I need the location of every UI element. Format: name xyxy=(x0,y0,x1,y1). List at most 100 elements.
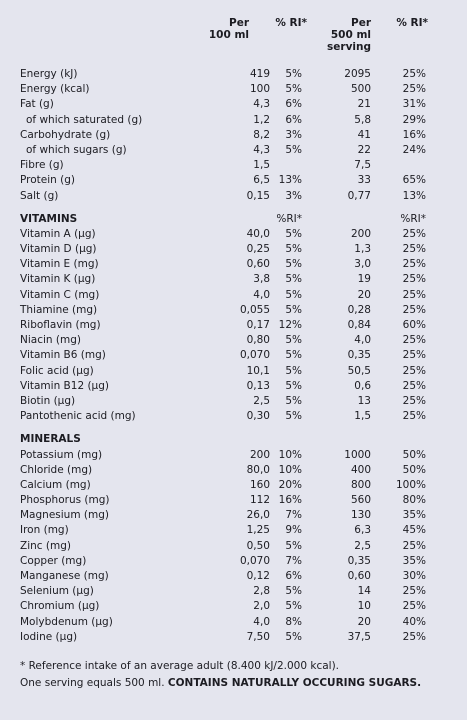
footnote-reference-intake: * Reference intake of an average adult (… xyxy=(20,660,340,672)
per-serving-value: 0,84 xyxy=(347,319,371,331)
nutrient-name: Vitamin K (µg) xyxy=(20,273,96,286)
ri-serving-value: 25% xyxy=(402,258,426,271)
nutrient-name: Vitamin A (µg) xyxy=(20,227,96,240)
ri-100ml-value: 9% xyxy=(285,524,302,537)
per-100ml-value: 1,2 xyxy=(253,113,270,126)
per-100ml-value: 2,8 xyxy=(253,585,270,598)
per-serving-value: 500 xyxy=(350,83,371,96)
nutrient-name: Magnesium (mg) xyxy=(20,509,109,522)
per-100ml-value: 0,15 xyxy=(246,189,270,202)
table-row: Iron (mg) 1,25 9% 6,3 45% xyxy=(20,523,440,538)
table-row: Vitamin B12 (µg) 0,13 5% 0,6 25% xyxy=(20,379,440,394)
ri-serving-value: 13% xyxy=(402,189,426,202)
ri-100ml-value: 5% xyxy=(285,585,302,598)
per-100ml-value: 26,0 xyxy=(246,509,270,522)
header-ri-2: % RI* xyxy=(396,17,428,29)
ri-100ml-value: 3% xyxy=(285,189,302,202)
table-row: Iodine (µg) 7,50 5% 37,5 25% xyxy=(20,630,440,645)
per-100ml-value: 0,25 xyxy=(246,243,270,256)
per-100ml-value: 10,1 xyxy=(246,364,270,377)
nutrient-name: Carbohydrate (g) xyxy=(20,128,111,141)
ri-label: %RI* xyxy=(400,212,426,225)
nutrient-name: Molybdenum (µg) xyxy=(20,615,113,628)
ri-serving-value: 25% xyxy=(402,303,426,316)
nutrient-name: Salt (g) xyxy=(20,189,59,202)
header-100ml-label: 100 ml xyxy=(208,29,249,41)
table-row: Vitamin K (µg) 3,8 5% 19 25% xyxy=(20,272,440,287)
per-100ml-value: 0,30 xyxy=(246,410,270,423)
ri-serving-value: 30% xyxy=(402,570,426,582)
ri-100ml-value: 5% xyxy=(285,394,302,407)
table-row: Vitamin C (mg) 4,0 5% 20 25% xyxy=(20,288,440,303)
table-row: Vitamin A (µg) 40,0 5% 200 25% xyxy=(20,227,440,242)
ri-serving-value: 16% xyxy=(402,128,426,141)
ri-100ml-value: 10% xyxy=(278,448,302,461)
table-row: Salt (g) 0,15 3% 0,77 13% xyxy=(20,189,440,204)
ri-serving-value: 25% xyxy=(402,288,426,301)
ri-100ml-value: 5% xyxy=(285,258,302,271)
nutrient-name: of which saturated (g) xyxy=(26,113,143,126)
per-serving-value: 14 xyxy=(357,585,371,598)
table-row: Energy (kJ) 419 5% 2095 25% xyxy=(20,67,440,82)
ri-100ml-value: 3% xyxy=(285,128,302,141)
per-serving-value: 22 xyxy=(357,143,371,156)
serving-text: One serving equals 500 ml. xyxy=(20,677,168,689)
per-serving-value: 33 xyxy=(357,174,371,187)
ri-serving-value: 25% xyxy=(402,585,426,598)
ri-100ml-value: 6% xyxy=(285,98,302,111)
per-100ml-value: 4,0 xyxy=(253,288,270,301)
per-serving-value: 1000 xyxy=(344,448,371,461)
nutrient-name: Energy (kJ) xyxy=(20,68,78,80)
ri-100ml-value: 5% xyxy=(285,68,302,80)
nutrient-name: Pantothenic acid (mg) xyxy=(20,410,136,423)
nutrient-name: Vitamin D (µg) xyxy=(20,243,97,256)
ri-100ml-value: 10% xyxy=(278,463,302,476)
table-row: Niacin (mg) 0,80 5% 4,0 25% xyxy=(20,333,440,348)
table-row: of which sugars (g) 4,3 5% 22 24% xyxy=(20,143,440,158)
table-row: Phosphorus (mg) 112 16% 560 80% xyxy=(20,493,440,508)
table-row: Fibre (g) 1,5 7,5 xyxy=(20,158,440,173)
ri-100ml-value: 6% xyxy=(285,570,302,582)
header-per-label: Per xyxy=(351,17,371,29)
nutrient-name: Riboflavin (mg) xyxy=(20,319,101,331)
table-row: Chloride (mg) 80,0 10% 400 50% xyxy=(20,463,440,478)
ri-100ml-value: 5% xyxy=(285,288,302,301)
ri-100ml-value: 20% xyxy=(278,478,302,491)
nutrient-name: Copper (mg) xyxy=(20,554,87,567)
table-row: Carbohydrate (g) 8,2 3% 41 16% xyxy=(20,128,440,143)
energy-section: Energy (kJ) 419 5% 2095 25% Energy (kcal) 100 5… xyxy=(20,67,440,204)
ri-100ml-value: 5% xyxy=(285,227,302,240)
footnote-serving: One serving equals 500 ml. CONTAINS NATU… xyxy=(20,675,421,692)
ri-serving-value: 25% xyxy=(402,273,426,286)
ri-serving-value: 25% xyxy=(402,227,426,240)
ri-serving-value: 25% xyxy=(402,600,426,613)
ri-serving-value: 100% xyxy=(395,478,426,491)
ri-serving-value: 25% xyxy=(402,630,426,643)
per-serving-value: 0,35 xyxy=(347,554,371,567)
table-row: Selenium (µg) 2,8 5% 14 25% xyxy=(20,584,440,599)
per-100ml-value: 0,13 xyxy=(246,379,270,392)
per-100ml-value: 100 xyxy=(249,83,270,96)
per-serving-value: 10 xyxy=(357,600,371,613)
ri-100ml-value: 5% xyxy=(285,83,302,96)
ri-100ml-value: 7% xyxy=(285,554,302,567)
ri-100ml-value: 12% xyxy=(278,319,302,331)
sugar-notice: CONTAINS NATURALLY OCCURING SUGARS. xyxy=(167,677,422,689)
vitamins-section-header: VITAMINS %RI* %RI* xyxy=(20,212,440,227)
per-serving-value: 2095 xyxy=(344,68,371,80)
per-serving-value: 800 xyxy=(350,478,371,491)
per-serving-value: 130 xyxy=(350,509,371,522)
ri-serving-value: 40% xyxy=(402,615,426,628)
nutrient-name: Fat (g) xyxy=(20,98,54,111)
per-serving-value: 41 xyxy=(357,128,371,141)
ri-serving-value: 25% xyxy=(402,349,426,362)
per-100ml-value: 4,3 xyxy=(253,143,270,156)
nutrient-name: Manganese (mg) xyxy=(20,570,109,582)
table-row: Copper (mg) 0,070 7% 0,35 35% xyxy=(20,554,440,569)
ri-100ml-value: 5% xyxy=(285,273,302,286)
ri-serving-value: 25% xyxy=(402,364,426,377)
nutrient-name: Vitamin B6 (mg) xyxy=(20,349,106,362)
section-title: MINERALS xyxy=(20,433,81,446)
header-per-label: Per xyxy=(229,17,249,29)
header-per-serving: Per 500 ml serving xyxy=(327,17,371,53)
